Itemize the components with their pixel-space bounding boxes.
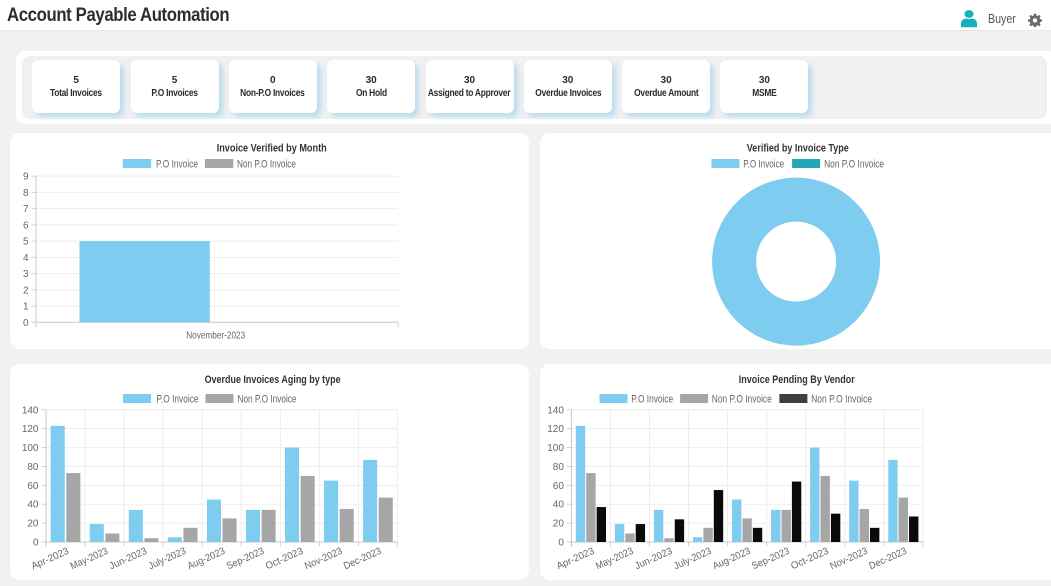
svg-text:Oct-2023: Oct-2023: [789, 546, 830, 572]
svg-text:20: 20: [552, 519, 564, 530]
svg-text:Invoice Verified by Month: Invoice Verified by Month: [217, 143, 327, 155]
svg-text:P.O Invoice: P.O Invoice: [156, 158, 198, 170]
svg-text:Non P.O Invoice: Non P.O Invoice: [238, 394, 297, 406]
svg-text:0: 0: [23, 318, 29, 329]
svg-text:P.O Invoice: P.O Invoice: [631, 394, 673, 406]
svg-text:Dec-2023: Dec-2023: [342, 546, 383, 572]
svg-text:60: 60: [27, 481, 39, 492]
svg-text:Non P.O Invoice: Non P.O Invoice: [711, 394, 771, 406]
svg-text:40: 40: [27, 500, 39, 511]
svg-text:4: 4: [23, 253, 29, 264]
svg-text:40: 40: [552, 500, 564, 511]
svg-text:100: 100: [22, 443, 39, 454]
svg-text:Dec-2023: Dec-2023: [867, 546, 908, 572]
svg-text:120: 120: [22, 424, 39, 435]
svg-text:20: 20: [27, 519, 39, 530]
svg-text:120: 120: [547, 424, 564, 435]
svg-text:Aug-2023: Aug-2023: [186, 546, 227, 572]
svg-text:80: 80: [27, 462, 39, 473]
svg-text:80: 80: [552, 462, 564, 473]
svg-text:9: 9: [23, 172, 29, 183]
svg-text:Jun-2023: Jun-2023: [633, 546, 674, 572]
svg-text:July-2023: July-2023: [672, 546, 713, 572]
svg-text:Nov-2023: Nov-2023: [303, 546, 344, 572]
svg-text:May-2023: May-2023: [69, 546, 110, 572]
svg-text:3: 3: [23, 269, 29, 280]
svg-text:Jun-2023: Jun-2023: [108, 546, 149, 572]
svg-text:0: 0: [558, 538, 564, 549]
svg-text:8: 8: [23, 188, 29, 199]
svg-text:Non P.O Invoice: Non P.O Invoice: [811, 394, 872, 406]
svg-text:Non P.O Invoice: Non P.O Invoice: [237, 158, 296, 170]
svg-text:Sep-2023: Sep-2023: [750, 546, 791, 572]
svg-text:60: 60: [552, 481, 564, 492]
svg-text:100: 100: [547, 443, 564, 454]
svg-text:Apr-2023: Apr-2023: [555, 546, 596, 572]
svg-text:7: 7: [23, 204, 29, 215]
svg-text:1: 1: [23, 302, 29, 313]
svg-text:Apr-2023: Apr-2023: [30, 546, 71, 572]
svg-text:Overdue Invoices Aging by type: Overdue Invoices Aging by type: [205, 374, 341, 386]
svg-text:Non P.O Invoice: Non P.O Invoice: [824, 158, 884, 170]
svg-text:July-2023: July-2023: [147, 546, 188, 572]
svg-text:May-2023: May-2023: [594, 546, 635, 572]
svg-text:Sep-2023: Sep-2023: [225, 546, 266, 572]
svg-text:Verified by Invoice Type: Verified by Invoice Type: [746, 143, 848, 155]
svg-text:0: 0: [33, 538, 39, 549]
svg-text:Nov-2023: Nov-2023: [828, 546, 869, 572]
svg-text:2: 2: [23, 285, 29, 296]
svg-text:140: 140: [22, 406, 39, 417]
svg-text:6: 6: [23, 220, 29, 231]
svg-text:November-2023: November-2023: [186, 329, 245, 341]
svg-text:Aug-2023: Aug-2023: [711, 546, 752, 572]
svg-text:P.O Invoice: P.O Invoice: [157, 394, 199, 406]
svg-text:140: 140: [547, 406, 564, 417]
svg-text:Invoice Pending By Vendor: Invoice Pending By Vendor: [738, 374, 855, 386]
svg-text:P.O Invoice: P.O Invoice: [743, 158, 784, 170]
svg-text:Oct-2023: Oct-2023: [264, 546, 305, 572]
svg-text:5: 5: [23, 237, 29, 248]
